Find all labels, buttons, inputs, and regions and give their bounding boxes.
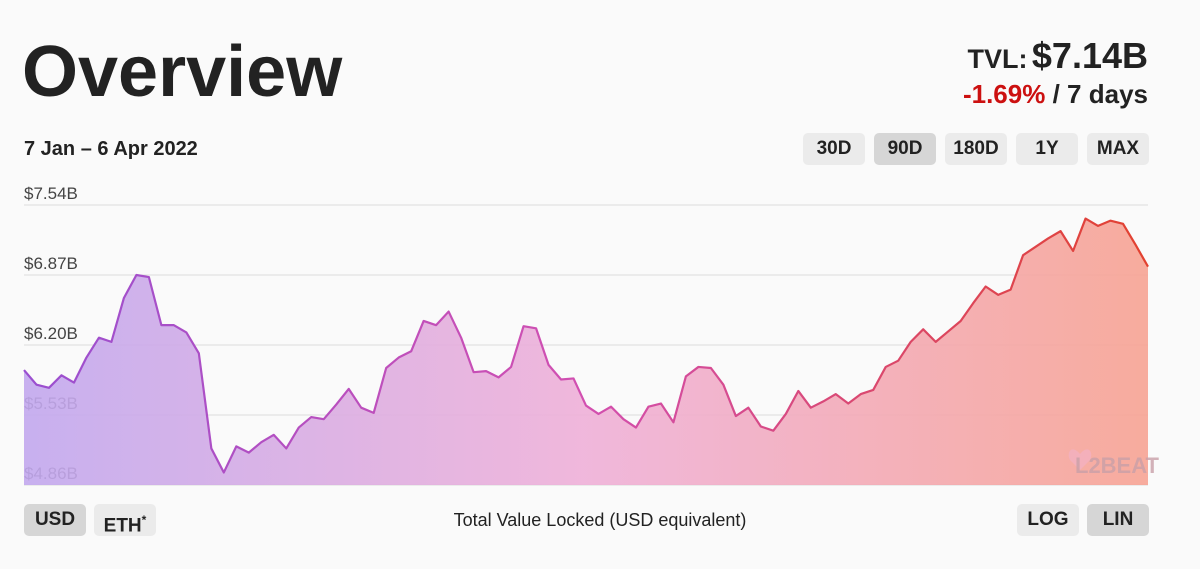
button[interactable]: 1Y bbox=[1016, 133, 1078, 165]
change-period: / 7 days bbox=[1052, 79, 1148, 109]
watermark-heart bbox=[1068, 449, 1092, 470]
date-range: 7 Jan – 6 Apr 2022 bbox=[24, 138, 198, 160]
button[interactable]: ETH* bbox=[94, 504, 156, 536]
y-tick-label: $6.20B bbox=[24, 324, 78, 343]
button[interactable]: LIN bbox=[1087, 504, 1149, 536]
button-label: USD bbox=[34, 509, 76, 530]
change: -1.69% bbox=[962, 79, 1046, 109]
button[interactable]: 180D bbox=[945, 133, 1007, 165]
button-label: LIN bbox=[1102, 509, 1134, 530]
tvl-value: $7.14B bbox=[1031, 35, 1148, 76]
button-label: LOG bbox=[1027, 509, 1069, 530]
button-label: 180D bbox=[953, 138, 999, 159]
tvl-label: TVL: bbox=[967, 44, 1028, 74]
tvl: TVL: $7.14B bbox=[967, 36, 1148, 84]
title: Overview bbox=[22, 32, 343, 112]
button[interactable]: 30D bbox=[803, 133, 865, 165]
x-axis-label: Total Value Locked (USD equivalent) bbox=[453, 510, 747, 530]
y-tick-label: $6.87B bbox=[24, 254, 78, 273]
button-label: ETH bbox=[103, 515, 142, 537]
button[interactable]: LOG bbox=[1017, 504, 1079, 536]
button-label: MAX bbox=[1096, 138, 1140, 159]
button[interactable]: 90D bbox=[874, 133, 936, 165]
watermark: L2BEAT bbox=[1075, 453, 1159, 478]
button[interactable]: MAX bbox=[1087, 133, 1149, 165]
button-label: 30D bbox=[816, 138, 852, 159]
button-sup: * bbox=[141, 513, 147, 527]
button-label: 90D bbox=[887, 138, 923, 159]
button-label: 1Y bbox=[1035, 138, 1059, 159]
button[interactable]: USD bbox=[24, 504, 86, 536]
area bbox=[24, 218, 1148, 485]
line bbox=[23, 217, 1149, 474]
tvl-change: -1.69% / 7 days bbox=[963, 78, 1148, 110]
y-tick-label: $7.54B bbox=[24, 184, 78, 203]
